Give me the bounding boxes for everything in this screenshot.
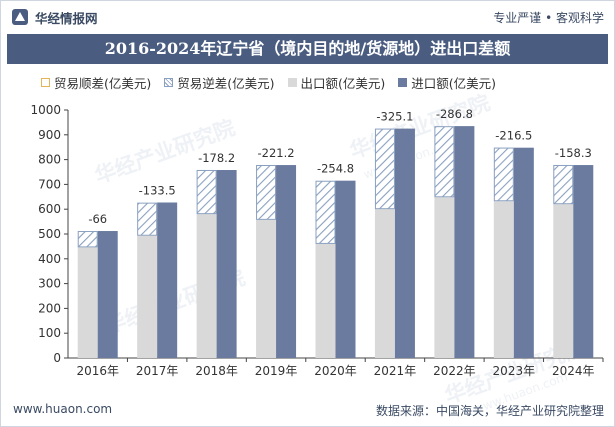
y-tick-label: 300 (38, 277, 61, 291)
import-bar (513, 147, 534, 358)
top-bar: 华经情报网 专业严谨 • 客观科学 (1, 1, 614, 31)
balance-data-label: -286.8 (436, 107, 473, 121)
tagline: 专业严谨 • 客观科学 (493, 11, 604, 25)
x-tick-label: 2024年 (552, 364, 595, 378)
footer: www.huaon.com 数据来源：中国海关，华经产业研究院整理 (1, 395, 614, 425)
export-bar (315, 243, 336, 358)
export-bar (137, 235, 158, 358)
export-bar (77, 247, 98, 358)
legend-label: 贸易逆差(亿美元) (177, 76, 275, 91)
deficit-segment (553, 164, 574, 205)
x-tick-label: 2019年 (255, 364, 298, 378)
legend-label: 出口额(亿美元) (300, 76, 386, 91)
y-tick-label: 100 (38, 326, 61, 340)
deficit-segment (137, 202, 158, 236)
export-swatch-icon (287, 78, 297, 87)
chart-legend: 贸易顺差(亿美元) 贸易逆差(亿美元) 出口额(亿美元) 进口额(亿美元) (41, 73, 496, 92)
export-bar (374, 209, 395, 358)
y-tick-label: 200 (38, 301, 61, 315)
export-bar (493, 201, 514, 358)
balance-data-label: -133.5 (139, 184, 176, 198)
x-tick-label: 2020年 (314, 364, 357, 378)
x-tick-label: 2023年 (493, 364, 536, 378)
import-bar (216, 170, 237, 358)
balance-data-label: -66 (88, 212, 107, 226)
deficit-swatch-icon (164, 78, 174, 87)
bar-chart: 0 100 200 300 400 500 600 700 800 900 1000 -66 2016年… (30, 103, 604, 378)
import-swatch-icon (398, 78, 408, 87)
y-tick-label: 600 (38, 202, 61, 216)
x-tick-label: 2022年 (433, 364, 476, 378)
deficit-segment (434, 126, 455, 198)
import-bar (454, 126, 475, 359)
brand: 华经情报网 (11, 7, 98, 27)
deficit-segment (196, 169, 217, 215)
surplus-swatch-icon (41, 78, 50, 87)
balance-data-label: -158.3 (555, 146, 592, 160)
x-tick-label: 2021年 (374, 364, 417, 378)
import-bar (394, 128, 415, 358)
data-source: 数据来源：中国海关，华经产业研究院整理 (375, 404, 604, 418)
balance-data-label: -216.5 (495, 129, 532, 143)
import-bar (335, 180, 356, 358)
legend-item-import: 进口额(亿美元) (398, 73, 496, 92)
legend-label: 贸易顺差(亿美元) (54, 76, 152, 91)
chart-title: 2016-2024年辽宁省（境内目的地/货源地）进出口差额 (7, 34, 608, 64)
y-tick-label: 500 (38, 227, 61, 241)
x-tick-label: 2018年 (195, 364, 238, 378)
import-bar (276, 165, 297, 358)
deficit-segment (256, 165, 277, 220)
legend-label: 进口额(亿美元) (411, 76, 497, 91)
x-tick-label: 2017年 (136, 364, 179, 378)
deficit-segment (374, 128, 395, 210)
import-bar (157, 202, 178, 358)
import-bar (97, 231, 118, 358)
legend-item-deficit: 贸易逆差(亿美元) (164, 73, 275, 92)
export-bar (256, 219, 277, 358)
y-tick-label: 400 (38, 252, 61, 266)
site-url: www.huaon.com (13, 402, 113, 416)
import-bar (573, 165, 594, 358)
y-tick-label: 0 (53, 351, 61, 365)
export-bar (196, 214, 217, 358)
y-tick-label: 900 (38, 128, 61, 142)
export-bar (434, 197, 455, 358)
brand-name: 华经情报网 (35, 10, 98, 26)
balance-data-label: -178.2 (198, 151, 235, 165)
export-bar (553, 204, 574, 358)
legend-item-surplus: 贸易顺差(亿美元) (41, 73, 151, 92)
balance-data-label: -325.1 (376, 110, 413, 124)
plot-area: 0 100 200 300 400 500 600 700 800 900 1000 -66 2016年… (30, 103, 604, 378)
y-tick-label: 800 (38, 153, 61, 167)
deficit-segment (315, 180, 336, 244)
balance-data-label: -221.2 (258, 146, 295, 160)
huajing-logo-icon (12, 9, 28, 25)
balance-data-label: -254.8 (317, 162, 354, 176)
y-tick-label: 1000 (30, 103, 61, 117)
legend-item-export: 出口额(亿美元) (287, 73, 386, 92)
deficit-segment (493, 147, 514, 202)
deficit-segment (77, 231, 98, 248)
y-tick-label: 700 (38, 177, 61, 191)
x-tick-label: 2016年 (76, 364, 119, 378)
